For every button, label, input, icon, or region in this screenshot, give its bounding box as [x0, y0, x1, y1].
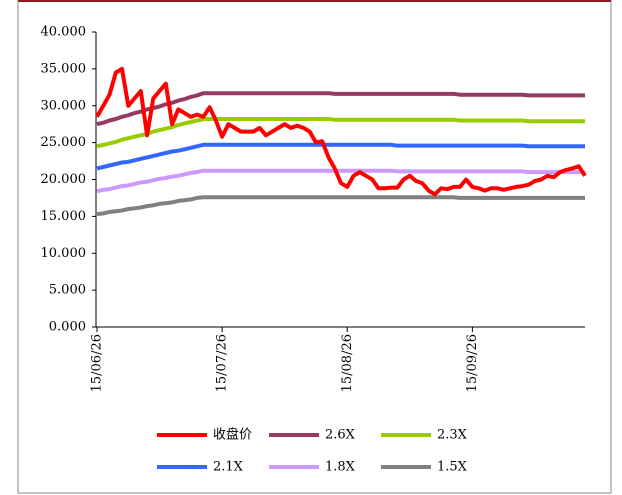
y-tick-label: 10.000 [41, 246, 87, 261]
y-tick-label: 35.000 [41, 61, 87, 76]
legend-label: 收盘价 [213, 427, 252, 443]
y-tick-label: 5.000 [49, 283, 86, 298]
series-line [96, 117, 585, 149]
y-tick-label: 25.000 [41, 135, 87, 150]
legend-label: 1.8X [325, 460, 356, 475]
series-line [96, 142, 585, 171]
x-tick-label: 15/06/26 [90, 334, 105, 392]
legend-label: 2.6X [325, 428, 356, 443]
y-tick-label: 40.000 [41, 25, 87, 40]
x-tick-label: 15/07/26 [215, 334, 230, 392]
y-tick-label: 15.000 [41, 209, 87, 224]
legend-label: 2.1X [213, 460, 244, 475]
series-line [96, 168, 585, 194]
legend-label: 2.3X [437, 428, 468, 443]
y-tick-label: 20.000 [41, 172, 87, 187]
series-line [96, 195, 585, 217]
legend-label: 1.5X [437, 460, 468, 475]
y-tick-label: 0.000 [49, 320, 86, 335]
x-tick-label: 15/09/26 [465, 334, 480, 392]
x-tick-label: 15/08/26 [340, 334, 355, 392]
y-tick-label: 30.000 [41, 98, 87, 113]
series-line [96, 91, 585, 127]
series-line [95, 66, 587, 197]
frame [17, 0, 612, 494]
